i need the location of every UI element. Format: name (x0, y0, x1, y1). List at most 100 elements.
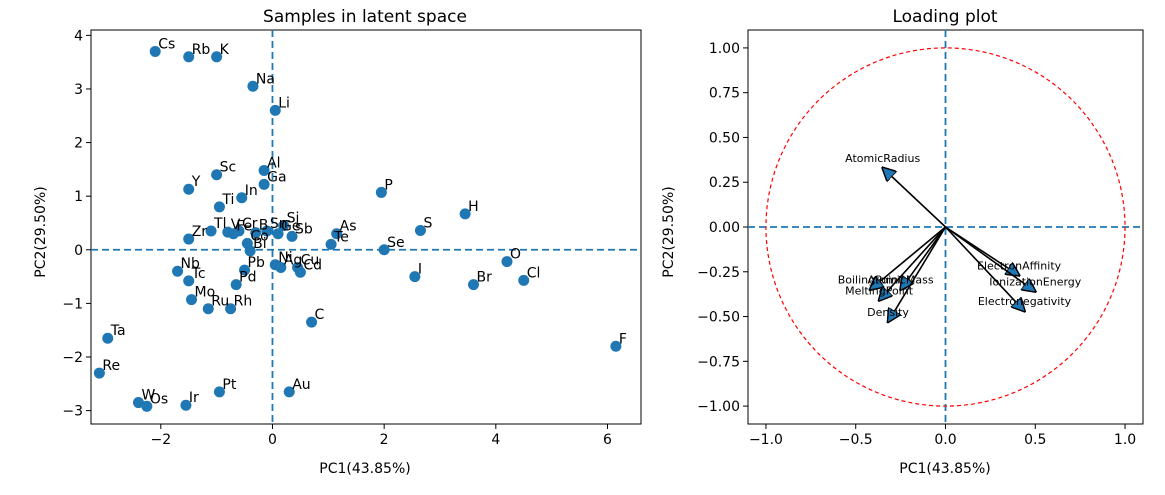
point-label-b: B (259, 218, 269, 234)
scatter-x-tick-label: −2 (150, 432, 171, 448)
point-label-nb: Nb (181, 256, 200, 272)
scatter-panel: Samples in latent space −2 0 2 4 6 −3 −2 −1 0 1 2 3… (33, 7, 642, 477)
data-point-pt (213, 386, 225, 398)
point-label-sc: Sc (220, 160, 237, 176)
scatter-title: Samples in latent space (263, 7, 467, 27)
data-point-ru (202, 303, 214, 315)
scatter-x-tick-label: 2 (380, 432, 389, 448)
loading-y-tick-label: −0.75 (697, 354, 740, 370)
point-label-cr: Cr (242, 216, 258, 232)
point-label-s: S (423, 215, 432, 231)
loading-panel: Loading plot −1.0 −0.5 0.0 0.5 1.0 −1.00 −0.75… (661, 7, 1144, 477)
vector-label-atomicradius: AtomicRadius (845, 152, 920, 165)
vector-label-density: Density (867, 306, 909, 319)
data-point-tc (183, 275, 195, 287)
scatter-y-tick-label: 4 (74, 28, 83, 44)
point-label-ag: Ag (284, 252, 302, 268)
data-point-fe (227, 228, 239, 240)
data-point-al (258, 164, 270, 176)
point-label-au: Au (292, 377, 310, 393)
data-point-re (93, 367, 105, 379)
loading-y-axis-label: PC2(29.50%) (661, 186, 677, 277)
data-point-p (375, 186, 387, 198)
scatter-y-tick-label: 0 (74, 243, 83, 259)
loading-y-tick-label: −0.25 (697, 265, 740, 281)
point-label-ru: Ru (211, 294, 229, 310)
point-label-ga: Ga (267, 169, 286, 185)
data-point-rb (183, 51, 195, 63)
loading-vector-atomicradius (883, 168, 947, 228)
data-point-ir (180, 399, 192, 411)
loading-title: Loading plot (892, 7, 997, 27)
vector-label-electronaffinity: ElectronAffinity (977, 259, 1062, 272)
data-point-y (183, 183, 195, 195)
data-point-ti (213, 201, 225, 213)
data-point-c (306, 316, 318, 328)
data-point-se (378, 244, 390, 256)
data-point-cl (518, 274, 530, 286)
loading-x-tick-label: 0.0 (934, 432, 956, 448)
point-label-c: C (315, 307, 325, 323)
point-label-ge: Ge (281, 219, 300, 235)
point-label-ir: Ir (189, 390, 199, 406)
data-point-ge (272, 228, 284, 240)
point-label-na: Na (256, 71, 275, 87)
loading-vector-boilingpoint (870, 226, 947, 290)
scatter-x-tick-label: 0 (268, 432, 277, 448)
loading-vector-density (888, 226, 947, 322)
point-label-cl: Cl (527, 265, 541, 281)
point-label-os: Os (150, 391, 168, 407)
loading-x-tick-label: −1.0 (749, 432, 783, 448)
point-label-ti: Ti (221, 192, 234, 208)
point-label-tl: Tl (213, 216, 226, 232)
point-label-cu: Cu (301, 252, 320, 268)
data-point-pb (239, 264, 251, 276)
point-label-sb: Sb (295, 221, 313, 237)
scatter-y-tick-label: −3 (62, 404, 83, 420)
point-label-h: H (468, 199, 479, 215)
point-label-pt: Pt (222, 377, 236, 393)
point-label-li: Li (278, 95, 290, 111)
loading-vector-ionizationenergy (945, 226, 1036, 291)
loading-x-axis-label: PC1(43.85%) (899, 461, 990, 477)
data-point-bi (244, 245, 256, 257)
vector-label-meltingpoint: MeltingPoint (845, 284, 914, 297)
point-label-zr: Zr (192, 224, 208, 240)
loading-x-tick-label: −0.5 (839, 432, 873, 448)
point-label-f: F (619, 331, 627, 347)
loading-vector-meltingpoint (879, 226, 947, 300)
point-label-fe: Fe (236, 219, 252, 235)
point-label-y: Y (191, 174, 201, 190)
data-point-o (501, 256, 513, 268)
data-point-f (610, 340, 622, 352)
loading-y-tick-label: 0.00 (709, 220, 740, 236)
data-point-na (247, 80, 259, 92)
scatter-y-tick-label: 3 (74, 82, 83, 98)
point-label-te: Te (333, 229, 349, 245)
vector-label-electronegativity: Electronegativity (978, 295, 1072, 308)
data-point-pd (230, 279, 242, 291)
point-label-se: Se (387, 235, 405, 251)
data-point-li (269, 104, 281, 116)
point-label-cs: Cs (158, 36, 175, 52)
data-point-s (414, 224, 426, 236)
data-point-k (211, 51, 223, 63)
point-label-in: In (245, 183, 258, 199)
point-label-si: Si (287, 211, 300, 227)
data-point-cd (294, 266, 306, 278)
data-point-mo (186, 294, 198, 306)
data-point-au (283, 386, 295, 398)
data-point-ga (258, 178, 270, 190)
scatter-y-axis-label: PC2(29.50%) (33, 186, 49, 277)
loading-y-tick-label: −0.50 (697, 310, 740, 326)
point-label-rb: Rb (192, 42, 211, 58)
data-point-sb (286, 230, 298, 242)
point-label-co: Co (250, 228, 268, 244)
data-point-ag (275, 261, 287, 273)
loading-vector-atomicmass (901, 226, 947, 290)
loading-x-tick-label: 0.5 (1024, 432, 1046, 448)
scatter-x-tick-label: 6 (603, 432, 612, 448)
loading-y-tick-label: 0.50 (709, 130, 740, 146)
point-label-i: I (418, 262, 422, 278)
